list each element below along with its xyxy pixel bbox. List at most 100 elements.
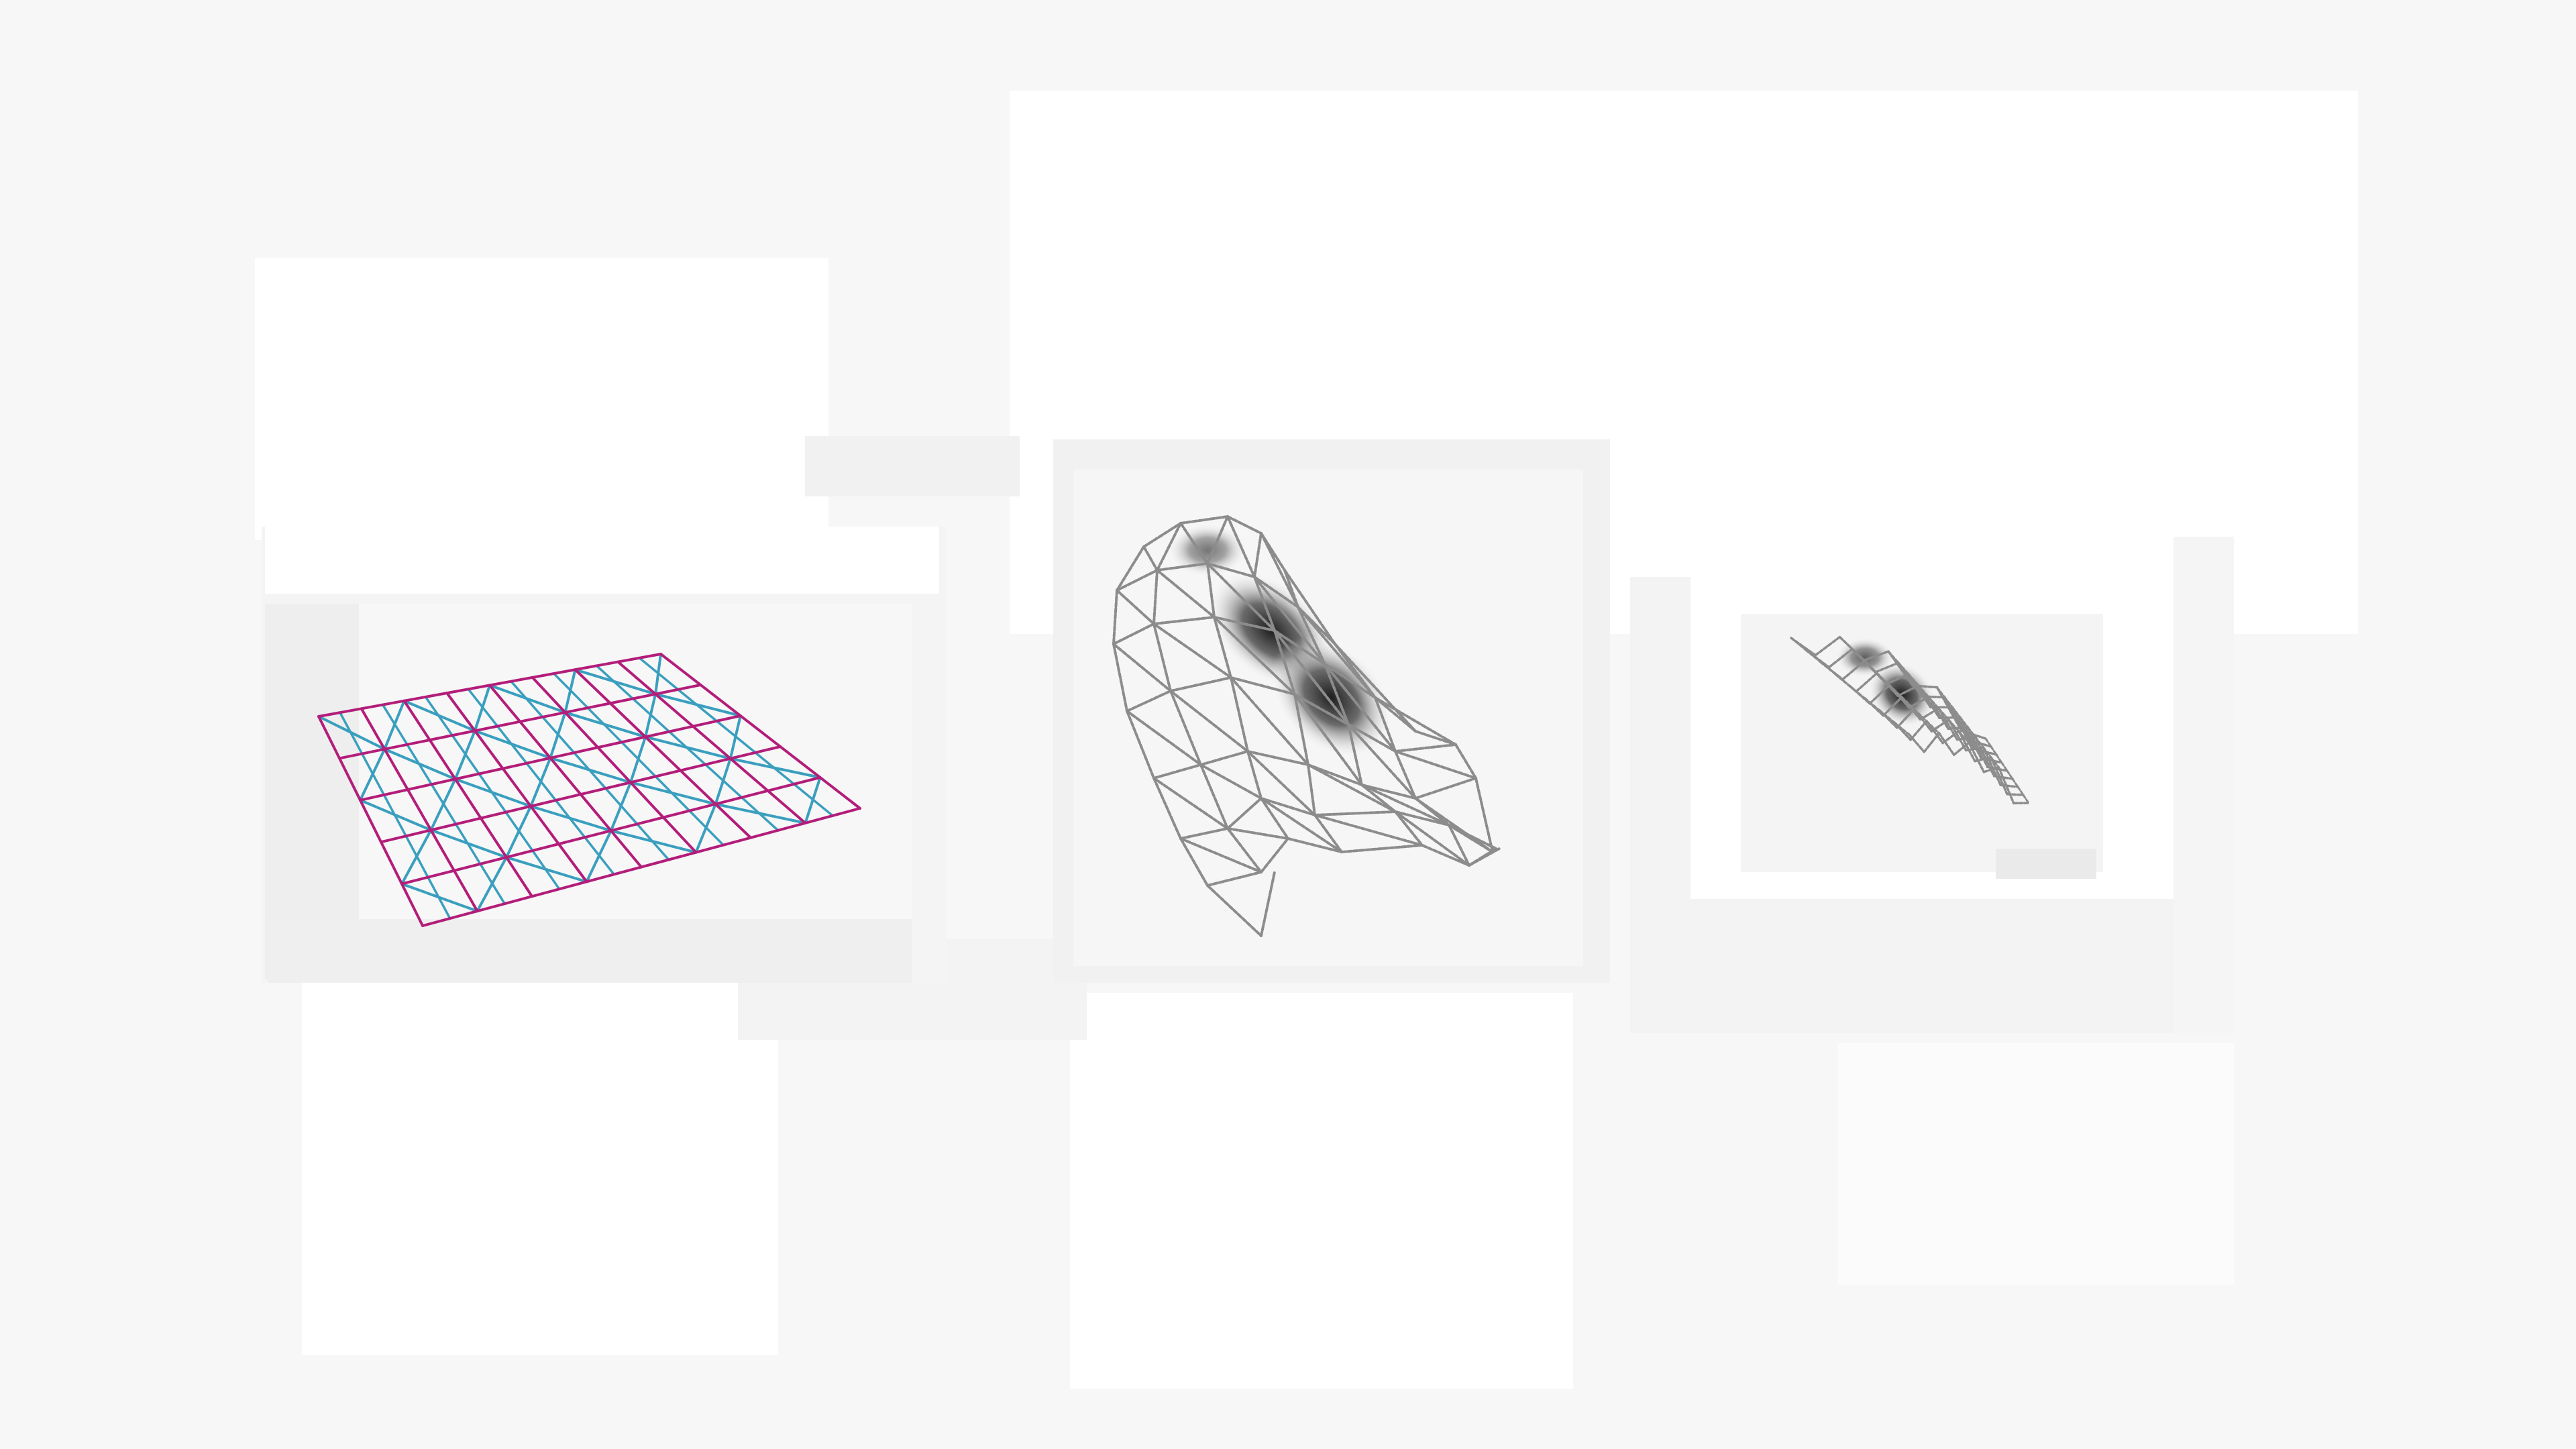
panel-left-inner xyxy=(265,604,359,979)
arch-edge xyxy=(1206,515,1229,565)
grid-column-line xyxy=(402,699,533,898)
arch-edge xyxy=(1226,515,1263,535)
arch-edge xyxy=(1293,693,1309,766)
panel-right-notch xyxy=(1996,849,2096,879)
arch-edge xyxy=(1307,763,1397,813)
arch-edge xyxy=(1116,569,1159,592)
panel-right-side xyxy=(2174,537,2234,1033)
fold-edge xyxy=(1900,696,1915,710)
arch-edge xyxy=(1474,777,1494,853)
grid-outer-edges xyxy=(317,653,861,927)
fold-edge xyxy=(1888,684,1903,698)
arch-edge xyxy=(1334,643,1417,733)
arch-edge xyxy=(1226,827,1289,840)
arch-edge xyxy=(1152,569,1159,625)
arch-edge xyxy=(1152,763,1202,780)
arch-edge xyxy=(1206,884,1263,937)
fold-edge xyxy=(1897,661,1910,676)
grid-midline xyxy=(584,836,615,876)
grid-midline xyxy=(427,875,451,920)
grid-midline xyxy=(541,716,576,754)
arch-edge xyxy=(1206,871,1263,887)
grid-midline xyxy=(688,809,724,847)
arch-edges xyxy=(1112,515,1501,937)
arch-edge xyxy=(1226,515,1256,578)
arch-edge xyxy=(1394,810,1424,847)
arch-edge xyxy=(1414,797,1494,853)
arch-edge xyxy=(1273,629,1326,665)
fold-edge xyxy=(1908,733,1925,753)
grid-midline xyxy=(478,772,507,814)
arch-edge xyxy=(1142,545,1159,572)
arch-edge xyxy=(1307,763,1316,816)
arch-edge xyxy=(1313,814,1343,853)
arch-edge xyxy=(1347,723,1363,786)
arch-edge xyxy=(1179,522,1209,565)
grid-midline xyxy=(573,751,607,790)
grid-midline xyxy=(654,775,691,812)
fold-edge xyxy=(2022,794,2030,804)
arch-edge xyxy=(1226,827,1263,873)
panel-left-strip xyxy=(265,527,939,594)
arch-edge xyxy=(1313,814,1424,847)
fold-edge xyxy=(1974,736,1984,749)
arch-edge xyxy=(1394,750,1417,800)
arch-edge xyxy=(1324,663,1397,753)
fold-edge xyxy=(1957,730,1970,744)
grid-column-line xyxy=(659,653,861,810)
grid-midline xyxy=(554,799,586,839)
arch-edge xyxy=(1142,522,1182,548)
arch-edge xyxy=(1448,824,1497,850)
fold-edge xyxy=(1959,716,1969,729)
arch-edge xyxy=(1293,693,1350,726)
fold-edge xyxy=(1957,730,1976,763)
fold-edge xyxy=(1967,726,1977,739)
fold-edge xyxy=(1863,650,1890,662)
arch-edge xyxy=(1313,810,1397,816)
arch-edge xyxy=(1199,750,1249,766)
grid-midline xyxy=(586,706,623,744)
arch-edge xyxy=(1213,616,1232,679)
fold-edge xyxy=(1855,672,1878,693)
fold-edge xyxy=(1887,650,1900,664)
arch-edge xyxy=(1116,589,1155,625)
arch-edge xyxy=(1287,837,1343,853)
arch-edge xyxy=(1199,763,1263,800)
fold-edge xyxy=(1982,746,2002,787)
arch-edge xyxy=(1246,750,1309,766)
fold-edge xyxy=(1968,741,1985,773)
fold-edge xyxy=(1982,746,1992,759)
grid-midline xyxy=(638,657,680,691)
grid-midline xyxy=(531,849,561,891)
fold-edge xyxy=(1876,672,1890,686)
arch-edge xyxy=(1273,629,1350,726)
panel-band-left xyxy=(805,436,1020,496)
arch-edge xyxy=(1260,797,1343,853)
fold-edge xyxy=(1923,732,1941,753)
arch-edge xyxy=(1112,623,1155,645)
fold-edge xyxy=(1937,707,1950,721)
arch-edge xyxy=(1394,810,1470,867)
grid-column-line xyxy=(445,692,588,883)
arch-edge xyxy=(1126,710,1155,780)
fold-edge xyxy=(1990,745,1998,756)
arch-edge xyxy=(1414,730,1457,746)
arch-edge xyxy=(1347,723,1417,800)
fold-edge xyxy=(1937,732,1955,756)
arch-edge xyxy=(1199,763,1229,830)
arch-edge xyxy=(1169,690,1249,753)
arch-edge xyxy=(1273,629,1296,696)
arch-edge xyxy=(1152,616,1216,625)
arch-edge xyxy=(1283,569,1336,645)
arch-edge xyxy=(1421,844,1470,867)
arch-shade-top xyxy=(1167,523,1248,577)
fold-edge xyxy=(1943,696,1953,708)
grid-midline xyxy=(636,822,670,861)
grid-midline xyxy=(715,720,757,754)
arched-shell-mesh xyxy=(1112,515,1501,937)
arch-edge xyxy=(1169,690,1202,766)
arch-edge xyxy=(1340,844,1424,853)
arch-edge xyxy=(1360,784,1450,826)
fold-edge xyxy=(1896,708,1916,729)
grid-midline xyxy=(595,664,635,700)
